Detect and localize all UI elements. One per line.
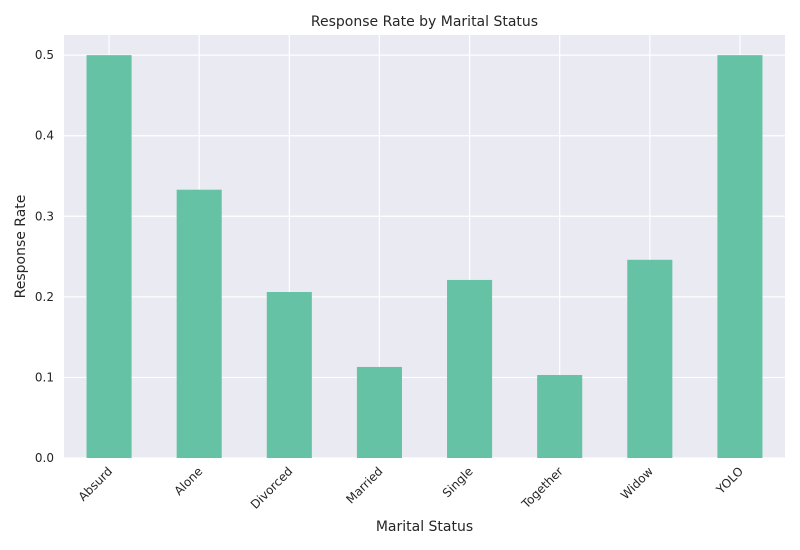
- x-axis-label: Marital Status: [376, 519, 473, 535]
- x-tick-label: Widow: [618, 464, 656, 502]
- bar-divorced: [266, 292, 312, 458]
- x-tick-label: Divorced: [248, 464, 296, 512]
- plot-area: [64, 35, 785, 458]
- x-tick-label: YOLO: [713, 464, 746, 497]
- y-tick-label: 0.3: [35, 209, 54, 223]
- bar-alone: [176, 189, 222, 458]
- x-tick-label: Together: [518, 464, 566, 512]
- x-tick-label: Single: [440, 464, 476, 500]
- x-tick-label: Married: [343, 464, 385, 506]
- bars: [86, 55, 763, 459]
- bar-yolo: [717, 55, 763, 459]
- bar-absurd: [86, 55, 132, 459]
- y-tick-label: 0.1: [35, 370, 54, 384]
- x-tick-label: Alone: [171, 464, 205, 498]
- y-tick-label: 0.5: [35, 48, 54, 62]
- bar-widow: [627, 259, 673, 458]
- bar-single: [447, 279, 493, 458]
- y-axis-ticks: 0.0 0.1 0.2 0.3 0.4 0.5: [35, 48, 54, 465]
- x-tick-label: Absurd: [76, 464, 116, 504]
- bar-married: [356, 366, 402, 458]
- y-tick-label: 0.0: [35, 451, 54, 465]
- bar-together: [537, 375, 583, 458]
- x-axis-ticks: Absurd Alone Divorced Married Single Together…: [76, 464, 746, 512]
- y-tick-label: 0.4: [35, 129, 54, 143]
- chart-title: Response Rate by Marital Status: [311, 14, 538, 30]
- y-tick-label: 0.2: [35, 290, 54, 304]
- y-axis-label: Response Rate: [13, 195, 29, 299]
